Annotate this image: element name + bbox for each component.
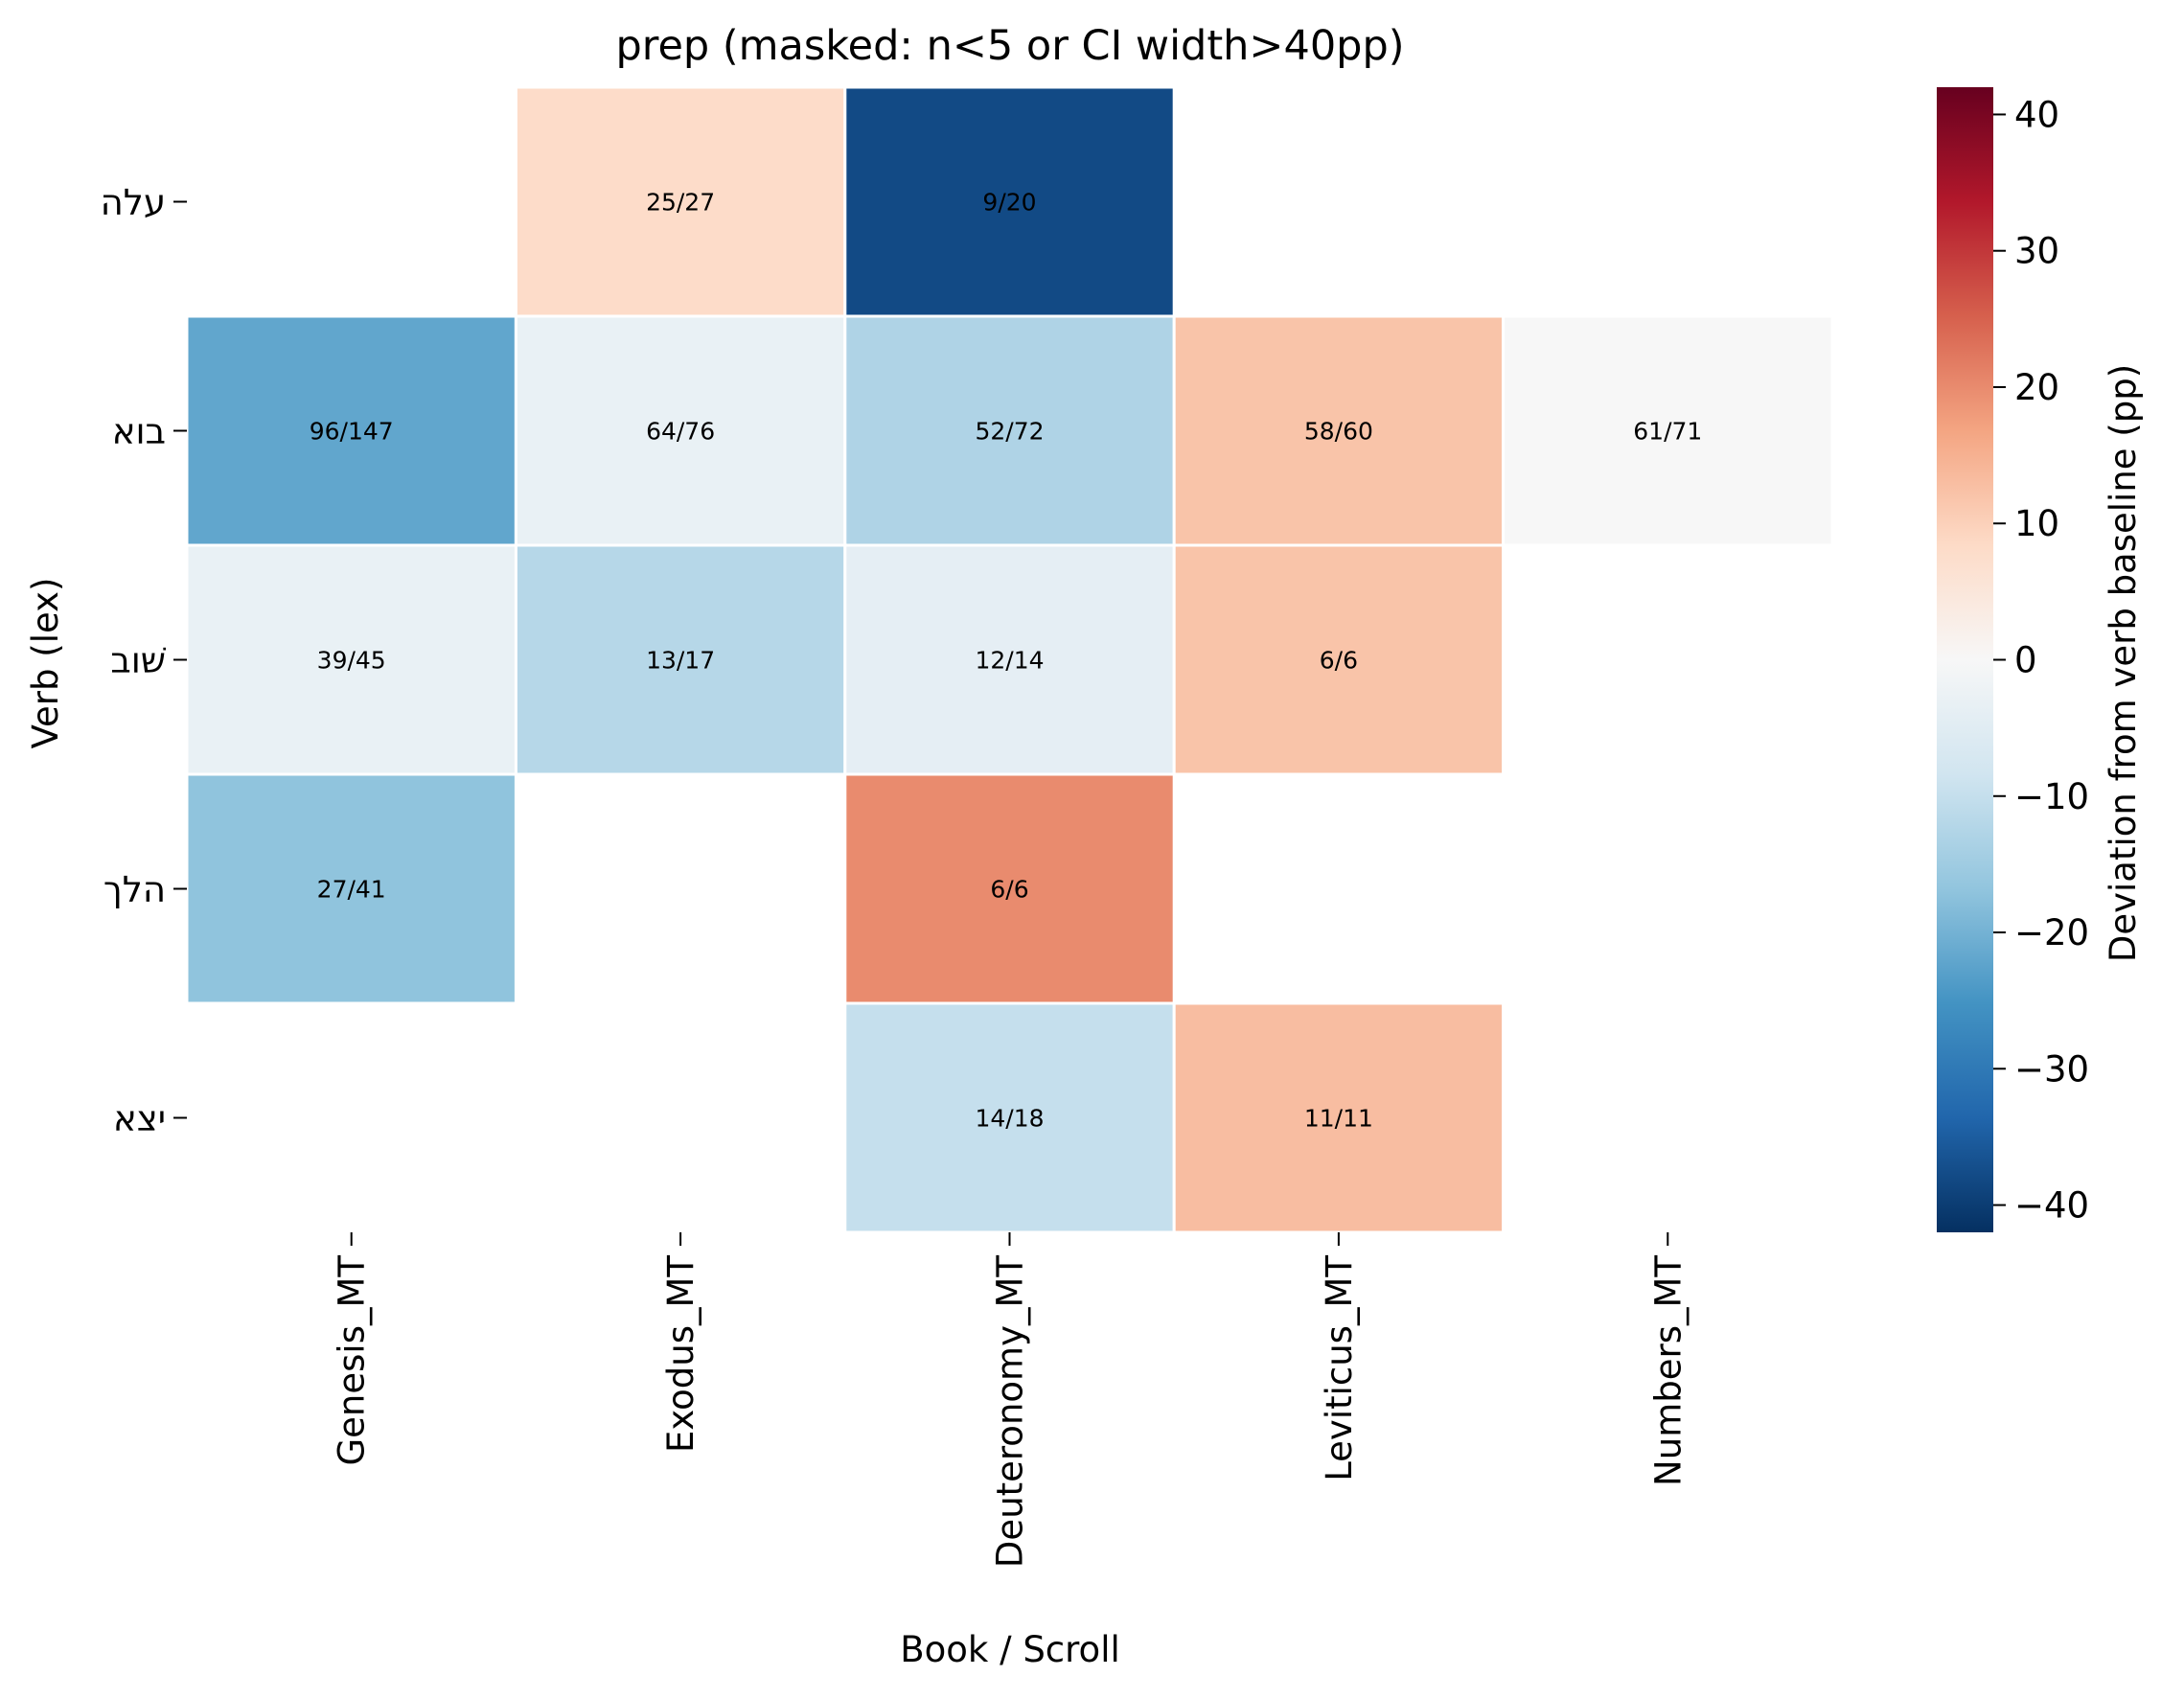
- x-tick-label: Numbers_MT: [1647, 1255, 1689, 1486]
- colorbar-tick-label: 20: [2014, 367, 2059, 408]
- y-tick-label: עלה: [101, 182, 166, 223]
- cell-annotation: 52/72: [975, 418, 1044, 446]
- y-axis-label: Verb (lex): [25, 578, 66, 749]
- colorbar-tick-label: 10: [2014, 503, 2059, 544]
- cell-annotation: 11/11: [1304, 1105, 1373, 1133]
- cell-annotation: 6/6: [1320, 647, 1358, 675]
- heatmap-cell: [1172, 1001, 1506, 1234]
- heatmap-cell: [185, 314, 517, 547]
- heatmap-cell: [514, 543, 847, 776]
- colorbar-tick-label: 30: [2014, 231, 2059, 272]
- colorbar-label: Deviation from verb baseline (pp): [2103, 364, 2144, 962]
- y-axis-ticks: עלה בוא שׁוב הלך יצא: [101, 182, 187, 1139]
- chart-title: prep (masked: n<5 or CI width>40pp): [615, 22, 1404, 70]
- colorbar-tick-label: −20: [2014, 912, 2089, 953]
- x-axis-ticks: Genesis_MT Exodus_MT Deuteronomy_MT Levitic…: [332, 1232, 1689, 1568]
- cell-annotation: 6/6: [990, 876, 1028, 904]
- y-tick-label: בוא: [112, 411, 166, 452]
- cell-annotation: 14/18: [975, 1105, 1044, 1133]
- cell-annotation: 9/20: [982, 189, 1036, 217]
- heatmap-cell: [843, 543, 1176, 776]
- heatmap-cell: [843, 1001, 1176, 1234]
- heatmap-cell: [1172, 543, 1506, 776]
- heatmap-cell: [1172, 314, 1506, 547]
- cell-annotation: 64/76: [646, 418, 715, 446]
- y-tick-label: הלך: [103, 869, 166, 910]
- colorbar: 40 30 20 10 0 −10 −20 −30 −40: [1937, 87, 2089, 1232]
- heatmap-cell: [185, 772, 517, 1005]
- cell-annotation: 58/60: [1304, 418, 1373, 446]
- heatmap-cell: [843, 85, 1176, 318]
- cell-annotation: 25/27: [646, 189, 715, 217]
- colorbar-tick-label: −40: [2014, 1185, 2089, 1227]
- heatmap-cell: [514, 85, 847, 318]
- x-axis-label: Book / Scroll: [900, 1629, 1120, 1670]
- colorbar-gradient: [1937, 87, 1993, 1232]
- colorbar-tick-label: −10: [2014, 776, 2089, 817]
- x-tick-label: Genesis_MT: [332, 1255, 373, 1466]
- y-tick-label: שׁוב: [110, 640, 166, 681]
- heatmap-cell: [843, 314, 1176, 547]
- colorbar-tick-label: 40: [2014, 94, 2059, 135]
- cell-annotation: 13/17: [646, 647, 715, 675]
- heatmap-cell: [843, 772, 1176, 1005]
- colorbar-tick-label: 0: [2014, 640, 2037, 681]
- cell-annotation: 39/45: [317, 647, 386, 675]
- cell-annotation: 61/71: [1633, 418, 1702, 446]
- x-tick-label: Deuteronomy_MT: [990, 1255, 1031, 1568]
- cell-annotation: 27/41: [317, 876, 386, 904]
- cell-annotation: 12/14: [975, 647, 1044, 675]
- heatmap-cells: 25/27 9/20 96/147 64/76 52/72 58/60 61/71 39/45…: [185, 85, 1834, 1234]
- colorbar-tick-label: −30: [2014, 1048, 2089, 1090]
- heatmap-cell: [1502, 314, 1834, 547]
- cell-annotation: 96/147: [310, 418, 394, 446]
- x-tick-label: Exodus_MT: [660, 1255, 701, 1453]
- heatmap-cell: [514, 314, 847, 547]
- x-tick-label: Leviticus_MT: [1319, 1255, 1360, 1481]
- y-tick-label: יצא: [113, 1098, 166, 1139]
